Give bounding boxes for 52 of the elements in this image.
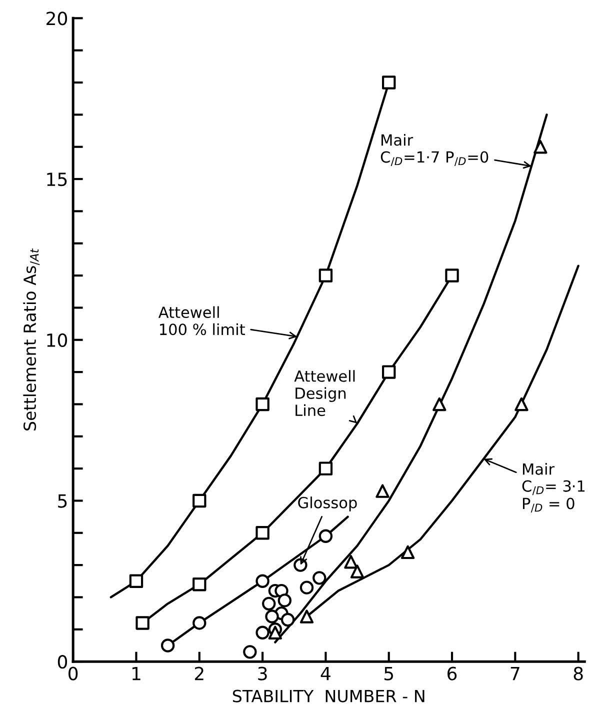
annotation: Attewell Design Line — [294, 370, 355, 416]
point — [445, 268, 459, 282]
y-tick-label: 10 — [47, 333, 68, 347]
y-tick-label: 0 — [58, 655, 68, 669]
point — [256, 526, 270, 540]
point — [243, 645, 257, 659]
annotation: Mair C$_{/D}$= 3·1 P$_{/D}$ = 0 — [522, 463, 585, 513]
point — [136, 616, 150, 630]
y-axis-title: Settlement Ratio As$_{/At}$ — [23, 248, 40, 430]
point — [376, 484, 390, 498]
point — [432, 397, 446, 412]
point — [265, 610, 279, 624]
point — [268, 626, 282, 640]
point — [382, 76, 396, 90]
annotation: Attewell 100 % limit — [158, 306, 245, 336]
x-tick-label: 1 — [132, 666, 140, 680]
y-tick-label: 5 — [58, 494, 67, 508]
point — [318, 529, 333, 543]
annotation: Glossop — [298, 496, 357, 512]
point — [256, 626, 270, 640]
point — [129, 574, 144, 588]
x-tick-label: 5 — [384, 666, 394, 680]
point — [400, 545, 415, 560]
point — [350, 564, 364, 578]
x-tick-label: 2 — [194, 666, 204, 680]
annotation: Mair C$_{/D}$=1·7 P$_{/D}$=0 — [380, 134, 488, 166]
point — [382, 365, 396, 379]
point — [192, 616, 206, 630]
point — [344, 554, 358, 569]
x-tick-label: 8 — [574, 666, 583, 680]
point — [318, 462, 333, 476]
x-tick-label: 0 — [68, 666, 78, 680]
point — [300, 580, 314, 594]
x-tick-label: 4 — [320, 666, 330, 680]
point — [262, 596, 276, 611]
point — [192, 578, 206, 592]
x-axis-title: STABILITY NUMBER - N — [232, 690, 424, 702]
point — [256, 397, 270, 412]
x-tick-label: 7 — [510, 666, 520, 680]
y-tick-label: 15 — [47, 172, 67, 186]
point — [256, 574, 270, 588]
x-tick-label: 6 — [448, 666, 457, 680]
point — [514, 397, 528, 412]
y-tick-label: 20 — [46, 12, 68, 26]
point — [280, 612, 295, 627]
point — [318, 268, 333, 282]
point — [300, 610, 314, 624]
x-tick-label: 3 — [258, 666, 267, 680]
point — [312, 571, 326, 585]
point — [192, 494, 206, 508]
point — [278, 594, 292, 608]
point — [160, 638, 175, 652]
